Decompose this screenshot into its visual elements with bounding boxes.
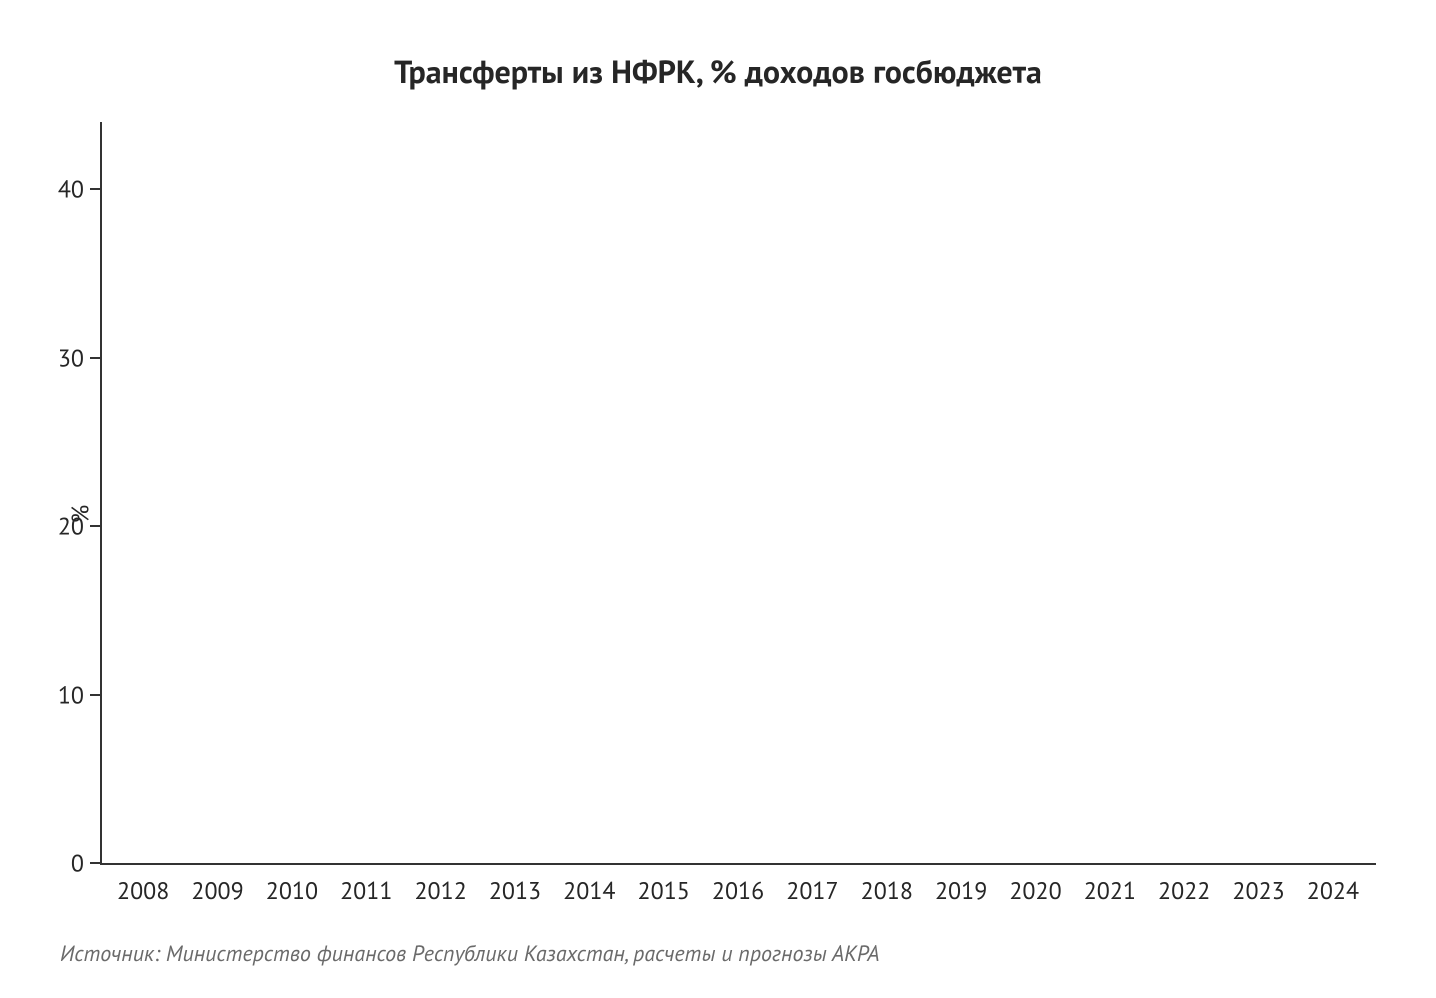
chart-title: Трансферты из НФРК, % доходов госбюджета [60, 50, 1376, 92]
x-tick-label: 2014 [552, 875, 626, 906]
plot-area: 010203040 [100, 122, 1376, 865]
bar-slot [676, 122, 790, 863]
chart-container: Трансферты из НФРК, % доходов госбюджета… [0, 0, 1436, 998]
bar-slot [903, 122, 1017, 863]
x-tick-label: 2017 [775, 875, 849, 906]
plot-wrap: 010203040 200820092010201120122013201420… [100, 122, 1376, 906]
y-tick-label: 40 [58, 174, 102, 205]
bar-slot [1357, 122, 1436, 863]
bar-slot [1017, 122, 1131, 863]
bar-slot [222, 122, 336, 863]
x-tick-label: 2020 [998, 875, 1072, 906]
x-tick-label: 2012 [403, 875, 477, 906]
x-tick-label: 2019 [924, 875, 998, 906]
x-tick-label: 2015 [627, 875, 701, 906]
x-axis-labels: 2008200920102011201220132014201520162017… [100, 865, 1376, 906]
source-note: Источник: Министерство финансов Республи… [60, 940, 1376, 968]
bar-slot [789, 122, 903, 863]
y-tick-label: 30 [58, 342, 102, 373]
x-tick-label: 2011 [329, 875, 403, 906]
bar-slot [1130, 122, 1244, 863]
x-tick-label: 2008 [106, 875, 180, 906]
chart-area: % 010203040 2008200920102011201220132014… [60, 122, 1376, 906]
bar-slot [449, 122, 563, 863]
x-tick-label: 2022 [1147, 875, 1221, 906]
y-tick-label: 10 [58, 679, 102, 710]
bar-slot [1244, 122, 1358, 863]
bar-slot [335, 122, 449, 863]
bar-slot [562, 122, 676, 863]
x-tick-label: 2013 [478, 875, 552, 906]
x-tick-label: 2018 [850, 875, 924, 906]
bar-slot [108, 122, 222, 863]
x-tick-label: 2010 [255, 875, 329, 906]
x-tick-label: 2023 [1221, 875, 1295, 906]
x-tick-label: 2016 [701, 875, 775, 906]
y-tick-label: 0 [71, 848, 102, 879]
bars-group [102, 122, 1376, 863]
x-tick-label: 2024 [1296, 875, 1370, 906]
x-tick-label: 2009 [180, 875, 254, 906]
x-tick-label: 2021 [1073, 875, 1147, 906]
y-tick-label: 20 [58, 511, 102, 542]
